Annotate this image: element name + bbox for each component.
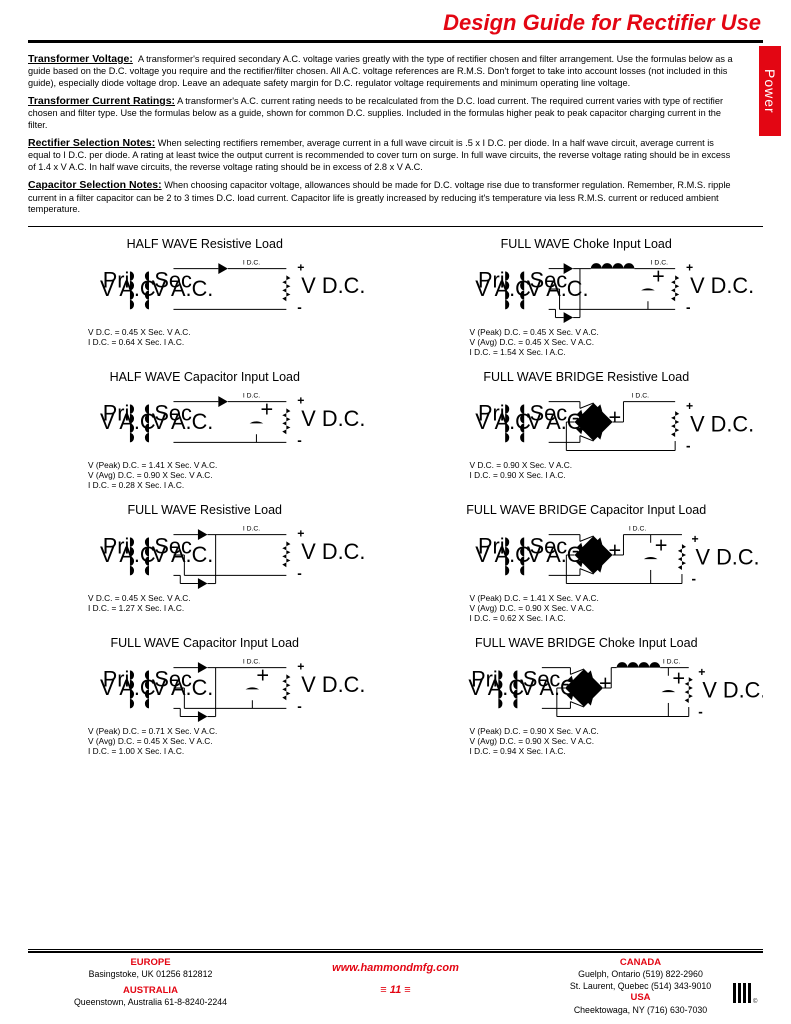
formulas: V (Peak) D.C. = 0.71 X Sec. V A.C. V (Av… [28, 722, 382, 757]
svg-text:I D.C.: I D.C. [650, 259, 667, 266]
footer-europe-hd: EUROPE [28, 957, 273, 969]
svg-text:I D.C.: I D.C. [243, 525, 260, 532]
note-lead: Transformer Current Ratings: [28, 95, 175, 107]
circuit-title: FULL WAVE Capacitor Input Load [28, 636, 382, 650]
formula: V (Peak) D.C. = 1.41 X Sec. V A.C. [470, 593, 764, 603]
circuit-title: HALF WAVE Resistive Load [28, 237, 382, 251]
formula: I D.C. = 1.54 X Sec. I A.C. [470, 347, 764, 357]
svg-text:©: © [753, 998, 758, 1005]
formula: V D.C. = 0.45 X Sec. V A.C. [88, 327, 382, 337]
svg-text:I D.C.: I D.C. [628, 525, 645, 532]
circuit-bridge-choke: FULL WAVE BRIDGE Choke Input Load I D.C.… [410, 636, 764, 757]
formula: V (Peak) D.C. = 1.41 X Sec. V A.C. [88, 460, 382, 470]
circuit-full-wave-cap: FULL WAVE Capacitor Input Load I D.C. V … [28, 636, 382, 757]
note-body: A transformer's required secondary A.C. … [28, 54, 733, 88]
footer-url: www.hammondmfg.com [273, 961, 518, 975]
footer-europe-line: Basingstoke, UK 01256 812812 [28, 969, 273, 980]
svg-text:I D.C.: I D.C. [243, 392, 260, 399]
schematic: I D.C. [28, 255, 382, 323]
footer-rule-thick [28, 951, 763, 953]
formula: V (Peak) D.C. = 0.71 X Sec. V A.C. [88, 726, 382, 736]
formula: V (Avg) D.C. = 0.45 X Sec. V A.C. [88, 736, 382, 746]
note-lead: Capacitor Selection Notes: [28, 179, 162, 191]
footer-rule-thin [28, 949, 763, 950]
circuit-bridge-resistive: FULL WAVE BRIDGE Resistive Load I D.C. V… [410, 370, 764, 491]
page-footer: EUROPE Basingstoke, UK 01256 812812 AUST… [28, 949, 763, 1016]
notes-block: Transformer Voltage: A transformer's req… [0, 49, 773, 226]
side-tab-power: Power [759, 46, 781, 136]
formulas: V (Peak) D.C. = 1.41 X Sec. V A.C. V (Av… [410, 589, 764, 624]
circuit-full-wave-resistive: FULL WAVE Resistive Load I D.C. V D.C. =… [28, 503, 382, 624]
formula: I D.C. = 0.94 X Sec. I A.C. [470, 746, 764, 756]
formula: I D.C. = 0.28 X Sec. I A.C. [88, 480, 382, 490]
circuit-bridge-cap: FULL WAVE BRIDGE Capacitor Input Load I … [410, 503, 764, 624]
page-num: 11 [390, 984, 401, 996]
footer-grid: EUROPE Basingstoke, UK 01256 812812 AUST… [28, 957, 763, 1016]
formula: V (Avg) D.C. = 0.90 X Sec. V A.C. [470, 603, 764, 613]
footer-canada-hd: CANADA [518, 957, 763, 969]
footer-usa-hd: USA [518, 992, 763, 1004]
formula: V (Peak) D.C. = 0.45 X Sec. V A.C. [470, 327, 764, 337]
page-title: Design Guide for Rectifier Use [443, 10, 761, 36]
formula: V D.C. = 0.45 X Sec. V A.C. [88, 593, 382, 603]
footer-col-center: www.hammondmfg.com ≡ 11 ≡ [273, 957, 518, 998]
footer-usa-line: Cheektowaga, NY (716) 630-7030 [518, 1005, 763, 1016]
note-lead: Transformer Voltage: [28, 53, 133, 65]
svg-text:I D.C.: I D.C. [662, 658, 679, 665]
formulas: V (Peak) D.C. = 1.41 X Sec. V A.C. V (Av… [28, 456, 382, 491]
schematic: I D.C. [410, 388, 764, 456]
circuit-title: FULL WAVE Choke Input Load [410, 237, 764, 251]
formula: V (Avg) D.C. = 0.45 X Sec. V A.C. [470, 337, 764, 347]
formula: V (Avg) D.C. = 0.90 X Sec. V A.C. [88, 470, 382, 480]
formula: V (Avg) D.C. = 0.90 X Sec. V A.C. [470, 736, 764, 746]
rule-top [28, 40, 763, 43]
svg-text:I D.C.: I D.C. [631, 392, 648, 399]
footer-canada-l2: St. Laurent, Quebec (514) 343-9010 [518, 981, 763, 992]
note-lead: Rectifier Selection Notes: [28, 137, 155, 149]
schematic: I D.C. [410, 654, 764, 722]
svg-text:I D.C.: I D.C. [243, 658, 260, 665]
svg-text:I D.C.: I D.C. [243, 259, 260, 266]
footer-col-right: CANADA Guelph, Ontario (519) 822-2960 St… [518, 957, 763, 1016]
schematic: I D.C. [410, 255, 764, 323]
note-transformer-current: Transformer Current Ratings: A transform… [28, 95, 733, 131]
footer-page-number: ≡ 11 ≡ [273, 983, 518, 997]
formulas: V D.C. = 0.45 X Sec. V A.C. I D.C. = 0.6… [28, 323, 382, 348]
formulas: V D.C. = 0.45 X Sec. V A.C. I D.C. = 1.2… [28, 589, 382, 614]
footer-canada-l1: Guelph, Ontario (519) 822-2960 [518, 969, 763, 980]
circuit-title: FULL WAVE Resistive Load [28, 503, 382, 517]
formula: I D.C. = 0.62 X Sec. I A.C. [470, 613, 764, 623]
schematic: I D.C. [28, 388, 382, 456]
circuits-grid: HALF WAVE Resistive Load I D.C. V D.C. =… [0, 227, 791, 769]
footer-australia-line: Queenstown, Australia 61-8-8240-2244 [28, 997, 273, 1008]
formula: I D.C. = 0.64 X Sec. I A.C. [88, 337, 382, 347]
formula: I D.C. = 0.90 X Sec. I A.C. [470, 470, 764, 480]
formula: I D.C. = 1.27 X Sec. I A.C. [88, 603, 382, 613]
formula: V (Peak) D.C. = 0.90 X Sec. V A.C. [470, 726, 764, 736]
schematic: I D.C. [28, 654, 382, 722]
circuit-title: HALF WAVE Capacitor Input Load [28, 370, 382, 384]
circuit-half-wave-resistive: HALF WAVE Resistive Load I D.C. V D.C. =… [28, 237, 382, 358]
note-rectifier-selection: Rectifier Selection Notes: When selectin… [28, 137, 733, 173]
formulas: V (Peak) D.C. = 0.90 X Sec. V A.C. V (Av… [410, 722, 764, 757]
schematic: I D.C. [28, 521, 382, 589]
formulas: V (Peak) D.C. = 0.45 X Sec. V A.C. V (Av… [410, 323, 764, 358]
circuit-title: FULL WAVE BRIDGE Capacitor Input Load [410, 503, 764, 517]
formulas: V D.C. = 0.90 X Sec. V A.C. I D.C. = 0.9… [410, 456, 764, 481]
hammond-logo-icon: © [731, 981, 761, 1010]
footer-col-left: EUROPE Basingstoke, UK 01256 812812 AUST… [28, 957, 273, 1009]
side-tab-label: Power [762, 69, 778, 114]
formula: I D.C. = 1.00 X Sec. I A.C. [88, 746, 382, 756]
note-capacitor-selection: Capacitor Selection Notes: When choosing… [28, 179, 733, 215]
page-header: Design Guide for Rectifier Use [0, 0, 791, 40]
note-transformer-voltage: Transformer Voltage: A transformer's req… [28, 53, 733, 89]
circuit-title: FULL WAVE BRIDGE Choke Input Load [410, 636, 764, 650]
circuit-title: FULL WAVE BRIDGE Resistive Load [410, 370, 764, 384]
circuit-half-wave-cap: HALF WAVE Capacitor Input Load I D.C. V … [28, 370, 382, 491]
footer-australia-hd: AUSTRALIA [28, 985, 273, 997]
schematic: I D.C. [410, 521, 764, 589]
circuit-full-wave-choke: FULL WAVE Choke Input Load I D.C. V (Pea… [410, 237, 764, 358]
formula: V D.C. = 0.90 X Sec. V A.C. [470, 460, 764, 470]
